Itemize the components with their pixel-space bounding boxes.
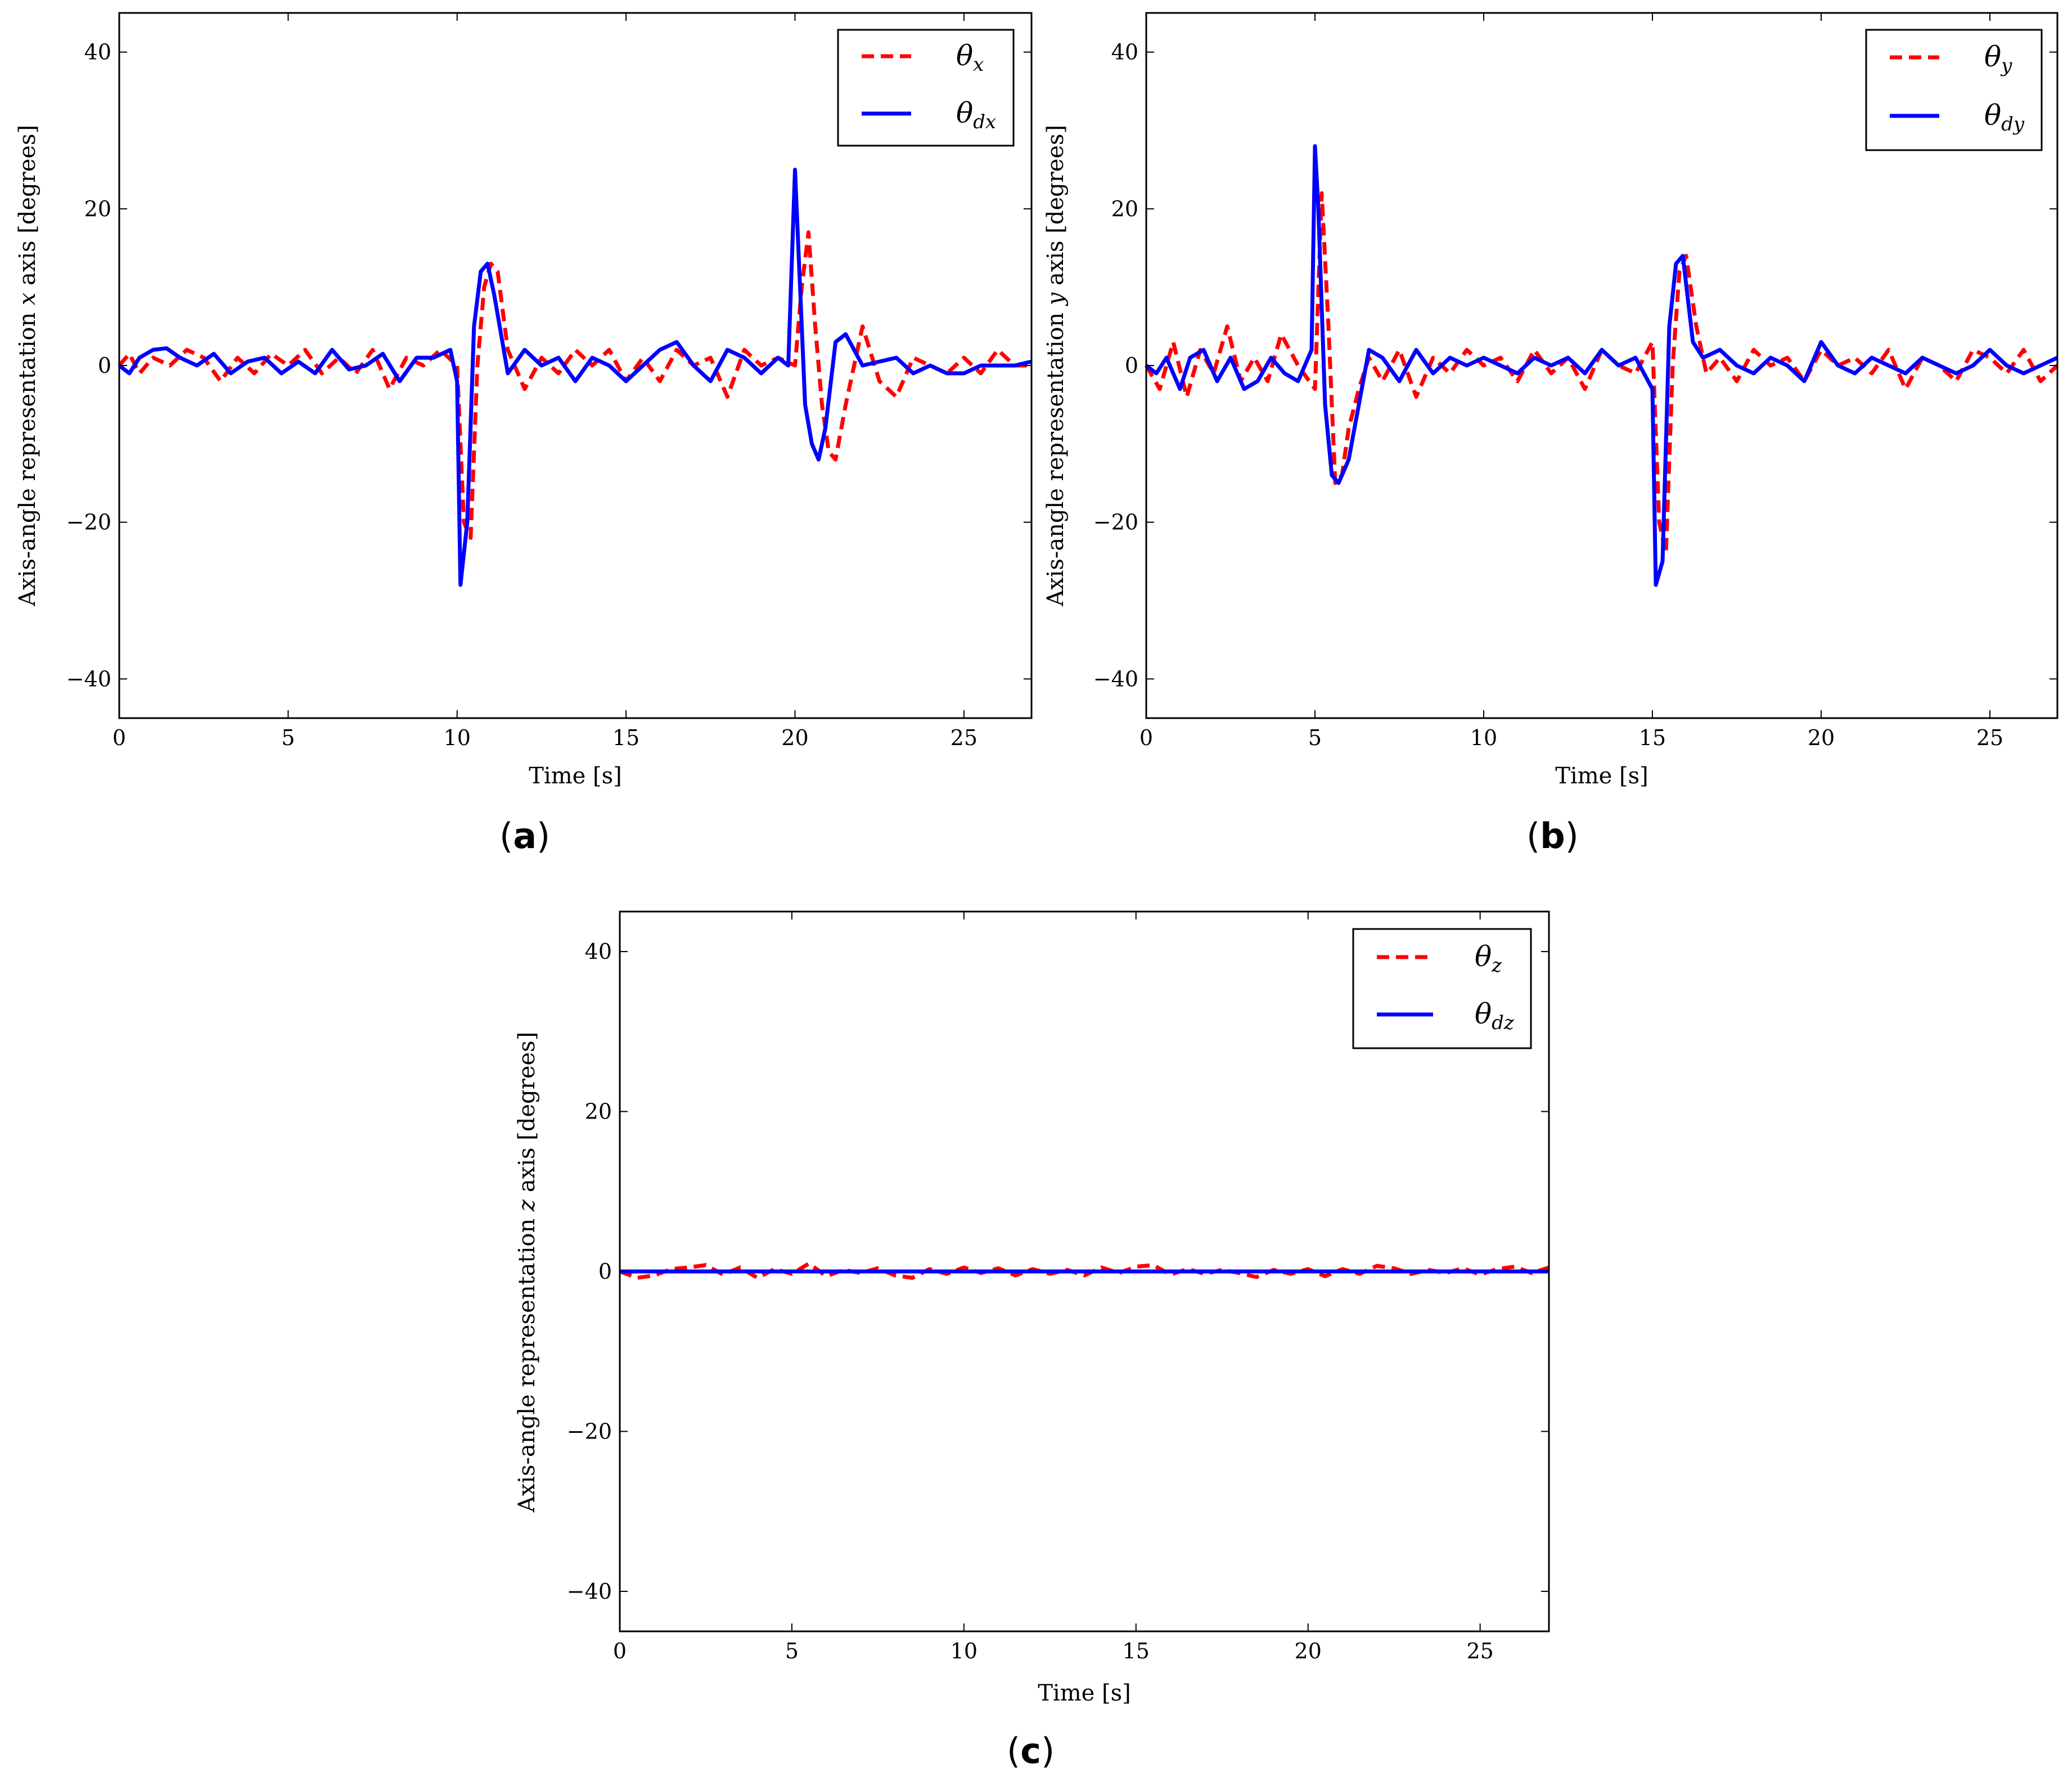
panel-a-y-tick-label-20: 20	[84, 196, 111, 221]
panel-c: 0 5 10 15 20 25 −40 −20 0 20 40 Time [s] Axis-angl…	[514, 910, 1550, 1771]
panel-a-x-tick-label-5: 5	[281, 725, 295, 750]
panel-c-x-tick-label-5: 5	[785, 1639, 799, 1663]
panel-c-y-tick-label--20: −20	[567, 1419, 612, 1444]
panel-a-series-desired-line	[118, 168, 1032, 587]
panel-c-legend-box	[1352, 928, 1532, 1049]
panel-b-x-tick-label-10: 10	[1470, 725, 1497, 750]
panel-a-x-tick-label-15: 15	[612, 725, 639, 750]
panel-b-legend-box	[1865, 29, 2043, 151]
panel-b-y-tick-label--20: −20	[1093, 510, 1138, 535]
panel-c-caption: (c)	[1007, 1730, 1055, 1771]
panel-c-legend: θz θdz	[1352, 928, 1532, 1049]
panel-b-legend: θy θdy	[1865, 29, 2043, 151]
panel-c-legend-label-desired: θdz	[1475, 998, 1515, 1034]
panel-a-legend-label-desired: θdx	[956, 97, 996, 133]
panel-b-legend-label-measured: θy	[1984, 40, 2012, 77]
panel-a-marks	[118, 168, 1032, 587]
panel-b-y-tick-label-0: 0	[1125, 353, 1138, 378]
panel-a: 0 5 10 15 20 25 −40 −20 0 20 40 Time [s] Axis-angl…	[15, 12, 1033, 856]
panel-b-series-measured-line	[1144, 191, 2059, 556]
panel-a-x-tick-label-0: 0	[112, 725, 126, 750]
panel-a-x-tick-label-20: 20	[781, 725, 808, 750]
panel-b-y-tick-label-20: 20	[1111, 196, 1138, 221]
panel-c-y-tick-label-0: 0	[598, 1259, 612, 1284]
panel-b-x-tick-label-25: 25	[1976, 725, 2003, 750]
panel-c-y-tick-label-40: 40	[585, 939, 612, 964]
panel-c-x-tick-label-0: 0	[613, 1639, 627, 1663]
panel-c-y-tick-label-20: 20	[585, 1099, 612, 1124]
panel-a-legend-label-measured: θx	[956, 39, 984, 76]
panel-b-caption: (b)	[1526, 815, 1579, 856]
panel-a-x-tick-label-10: 10	[444, 725, 471, 750]
panel-c-ticks: 0 5 10 15 20 25 −40 −20 0 20 40	[567, 912, 1549, 1663]
panel-a-y-tick-label-40: 40	[84, 40, 111, 65]
panel-a-x-axis-label: Time [s]	[529, 763, 622, 789]
panel-b-x-tick-label-15: 15	[1639, 725, 1666, 750]
panel-a-ticks: 0 5 10 15 20 25 −40 −20 0 20 40	[66, 13, 1032, 750]
panel-a-y-tick-label--40: −40	[66, 666, 111, 691]
panel-c-y-axis-label: Axis-angle representation z axis [degree…	[514, 1032, 540, 1513]
panel-a-legend: θx θdx	[837, 29, 1015, 147]
panel-a-series-measured-line	[118, 230, 1032, 540]
panel-a-y-axis-label: Axis-angle representation x axis [degree…	[15, 125, 40, 607]
panel-b: 0 5 10 15 20 25 −40 −20 0 20 40 Time [s] Axis-angl…	[1043, 12, 2059, 856]
panel-b-series-desired-line	[1145, 144, 2059, 587]
panel-c-legend-label-measured: θz	[1475, 940, 1502, 977]
panel-c-marks	[619, 1261, 1550, 1280]
panel-c-y-tick-label--40: −40	[567, 1579, 612, 1604]
panel-b-x-tick-label-5: 5	[1308, 725, 1322, 750]
panel-b-x-tick-label-0: 0	[1139, 725, 1153, 750]
panel-b-y-tick-label--40: −40	[1093, 666, 1138, 691]
panel-a-y-tick-label-0: 0	[98, 353, 111, 378]
panel-a-x-tick-label-25: 25	[951, 725, 978, 750]
panel-c-series-measured-line	[619, 1261, 1550, 1280]
panel-b-ticks: 0 5 10 15 20 25 −40 −20 0 20 40	[1093, 13, 2057, 750]
panel-a-y-tick-label--20: −20	[66, 510, 111, 535]
panel-b-x-tick-label-20: 20	[1808, 725, 1835, 750]
panel-c-x-axis-label: Time [s]	[1038, 1680, 1131, 1706]
panel-b-marks	[1144, 144, 2059, 587]
panel-a-caption: (a)	[499, 815, 550, 856]
panel-a-legend-box	[837, 29, 1015, 147]
panel-c-x-tick-label-10: 10	[951, 1639, 978, 1663]
panel-b-y-axis-label: Axis-angle representation y axis [degree…	[1043, 125, 1069, 607]
panel-b-x-axis-label: Time [s]	[1555, 763, 1648, 789]
panel-b-legend-label-desired: θdy	[1984, 99, 2025, 136]
panel-c-x-tick-label-20: 20	[1295, 1639, 1322, 1663]
panel-c-x-tick-label-25: 25	[1466, 1639, 1493, 1663]
panel-b-y-tick-label-40: 40	[1111, 40, 1138, 65]
panel-c-x-tick-label-15: 15	[1123, 1639, 1150, 1663]
